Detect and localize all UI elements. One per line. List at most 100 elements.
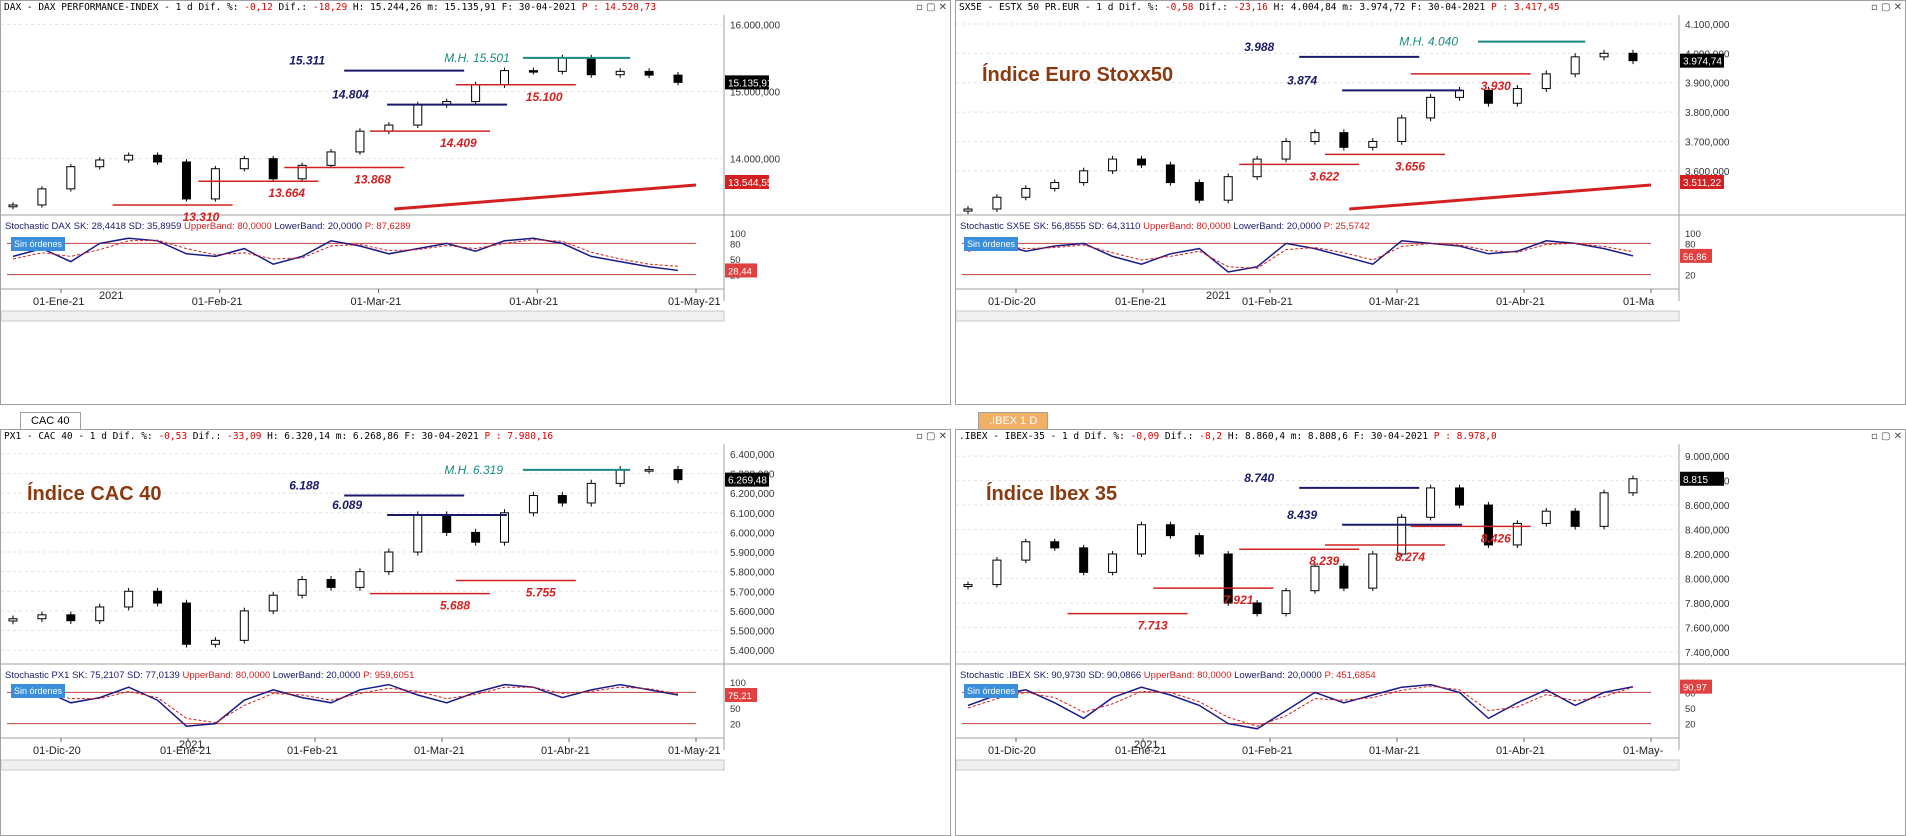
candle-body xyxy=(95,159,105,168)
support-label: 5.688 xyxy=(440,599,470,613)
x-tick-label: 01-Ene-21 xyxy=(160,745,211,757)
stoch-header-part: UpperBand: 80,0000 xyxy=(182,670,272,681)
horizontal-scrollbar xyxy=(1,310,725,322)
candle-body xyxy=(500,70,510,86)
y-tick-label: 3.900,000 xyxy=(1685,79,1730,90)
candle-body xyxy=(992,559,1002,586)
candle-body xyxy=(1512,88,1522,104)
max-high-label: M.H. 4.040 xyxy=(1399,35,1458,49)
y-tick-label: 8.200,000 xyxy=(1685,550,1730,561)
ibex-orders-badge[interactable]: Sin órdenes xyxy=(964,684,1019,698)
stoch-header-part: Stochastic PX1 xyxy=(5,670,72,681)
candle-body xyxy=(500,512,510,543)
candle-body xyxy=(1021,541,1031,561)
support-label: 15.100 xyxy=(526,90,563,104)
cac-header: PX1 - CAC 40 - 1 d Dif. %: -0,53 Dif.: -… xyxy=(1,430,950,444)
stoch-header-part: P: 25,5742 xyxy=(1324,221,1370,232)
x-tick-label: 01-Dic-20 xyxy=(988,745,1036,757)
candle-body xyxy=(1397,516,1407,555)
candle-body xyxy=(268,158,278,180)
candle-body xyxy=(1136,158,1146,166)
candle-body xyxy=(297,164,307,180)
candle-body xyxy=(1079,547,1089,573)
tab-cac40[interactable]: CAC 40 xyxy=(20,412,81,429)
sx5e-window-buttons[interactable]: ▫ ▢ ✕ xyxy=(1871,2,1902,13)
ma-tag: 13.544,55 xyxy=(728,178,773,189)
moving-average-line xyxy=(1349,183,1652,211)
year-label: 2021 xyxy=(1206,290,1230,302)
y-tick-label: 3.700,000 xyxy=(1685,137,1730,148)
ibex-chart: 7.400,000 7.600,000 7.800,000 8.000,000 8.20… xyxy=(956,444,1905,771)
x-tick-label: 01-Dic-20 xyxy=(988,296,1036,308)
candle-body xyxy=(1455,89,1465,98)
x-tick-label: 01-Abr-21 xyxy=(1496,296,1545,308)
cac-orders-badge[interactable]: Sin órdenes xyxy=(11,684,66,698)
candle-body xyxy=(8,618,18,622)
candle-body xyxy=(644,469,654,472)
x-tick-label: 01-Mar-21 xyxy=(351,296,402,308)
cac-chart: 5.400,000 5.500,000 5.600,000 5.700,000 5.80… xyxy=(1,444,950,771)
candle-body xyxy=(963,208,973,212)
candle-body xyxy=(1628,478,1638,494)
y-tick-label: 6.100,000 xyxy=(730,509,775,520)
x-tick-label: 01-Feb-21 xyxy=(1242,296,1293,308)
dax-orders-badge[interactable]: Sin órdenes xyxy=(11,237,66,251)
candle-body xyxy=(1252,158,1262,178)
stoch-tag: 90,97 xyxy=(1683,683,1707,694)
chart-title: Índice Euro Stoxx50 xyxy=(982,63,1173,86)
candle-body xyxy=(153,590,163,604)
candle-body xyxy=(1223,553,1233,604)
price-tag-bg xyxy=(1680,53,1724,68)
candle-body xyxy=(124,154,134,161)
candle-body xyxy=(384,124,394,132)
ma-tag-bg xyxy=(1680,175,1724,189)
price-tag: 6.269,48 xyxy=(728,476,767,487)
candle-body xyxy=(95,606,105,622)
candle-body xyxy=(1194,535,1204,555)
candle-body xyxy=(471,84,481,103)
ibex-dif-pct: -0,09 xyxy=(1130,431,1160,442)
stoch-tick-label: 20 xyxy=(1685,271,1696,282)
dax-window-buttons[interactable]: ▫ ▢ ✕ xyxy=(916,2,947,13)
year-label: 2021 xyxy=(179,739,203,751)
sx5e-header-text: SX5E - ESTX 50 PR.EUR - 1 d Dif. %: xyxy=(959,2,1165,13)
x-tick-label: 01-Dic-20 xyxy=(33,745,81,757)
candle-body xyxy=(181,602,191,645)
y-tick-label: 3.800,000 xyxy=(1685,108,1730,119)
y-tick-label: 7.600,000 xyxy=(1685,623,1730,634)
stoch-tick-label: 50 xyxy=(1685,704,1696,715)
stoch-sd-line xyxy=(967,685,1634,727)
y-tick-label: 6.400,000 xyxy=(730,450,775,461)
support-label: 7.713 xyxy=(1138,619,1168,633)
x-tick-label: 01-Abr-21 xyxy=(541,745,590,757)
x-tick-label: 01-Abr-21 xyxy=(509,296,558,308)
candle-body xyxy=(66,614,76,622)
stoch-tick-label: 20 xyxy=(1685,720,1696,731)
candle-body xyxy=(326,151,336,166)
stoch-header-part: UpperBand: 80,0000 xyxy=(1144,670,1234,681)
y-tick-label: 7.800,000 xyxy=(1685,599,1730,610)
resistance-label: 8.439 xyxy=(1287,508,1317,522)
cac-window-buttons[interactable]: ▫ ▢ ✕ xyxy=(916,431,947,442)
y-tick-label: 3.600,000 xyxy=(1685,167,1730,178)
candle-body xyxy=(586,57,596,76)
stoch-header-part: LowerBand: 20,0000 xyxy=(273,670,363,681)
stoch-header: Stochastic DAX SK: 28,4418 SD: 35,8959 U… xyxy=(5,221,411,232)
ibex-window-buttons[interactable]: ▫ ▢ ✕ xyxy=(1871,431,1902,442)
y-tick-label: 5.800,000 xyxy=(730,568,775,579)
resistance-label: 15.311 xyxy=(289,54,325,68)
resistance-label: 3.874 xyxy=(1287,73,1317,87)
candle-body xyxy=(413,514,423,553)
candle-body xyxy=(1223,176,1233,201)
sx5e-orders-badge[interactable]: Sin órdenes xyxy=(964,237,1019,251)
candle-body xyxy=(413,104,423,126)
tab-ibex[interactable]: .IBEX 1 D xyxy=(978,412,1049,429)
stoch-sk-line xyxy=(967,683,1634,730)
x-tick-label: 01-Mar-21 xyxy=(1369,296,1420,308)
stoch-tag: 56,86 xyxy=(1683,252,1707,263)
candle-body xyxy=(615,70,625,76)
candle-body xyxy=(992,196,1002,210)
stoch-sk-line xyxy=(967,240,1634,273)
dax-p: P : 14.520,73 xyxy=(581,2,657,13)
support-label: 14.409 xyxy=(440,136,477,150)
